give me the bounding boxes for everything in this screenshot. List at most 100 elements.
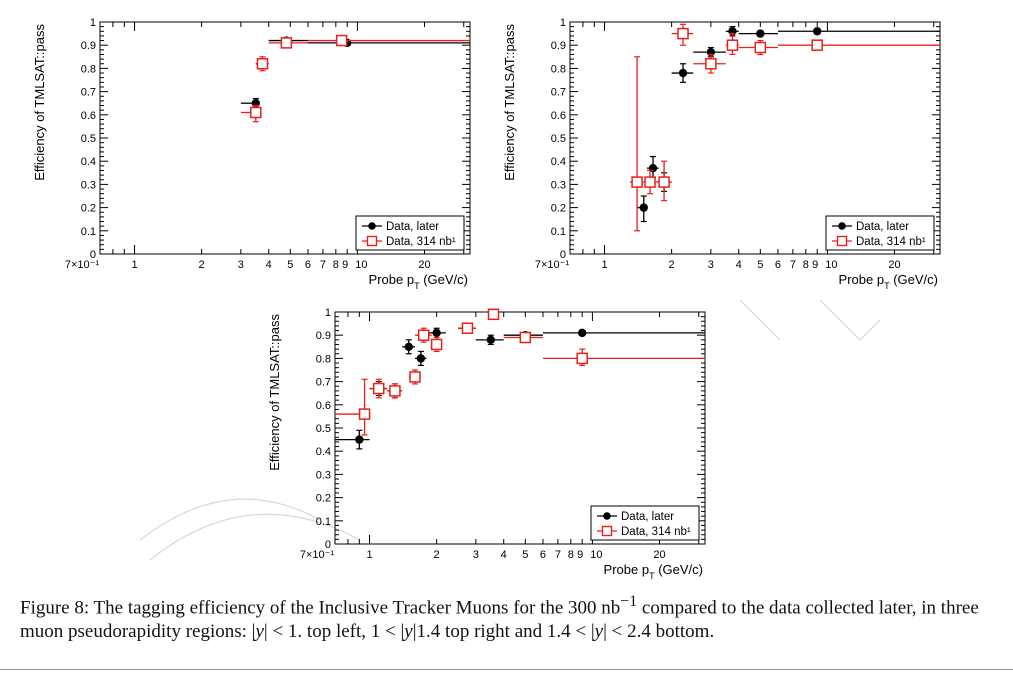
data-point-square xyxy=(358,408,371,420)
data-point-circle xyxy=(355,435,364,444)
caption-tail: compared to the data collected later, in… xyxy=(20,597,979,643)
x-tick-label: 7 xyxy=(790,259,796,271)
data-point-square xyxy=(658,176,670,188)
y-tick-label: 0.7 xyxy=(551,87,566,99)
y-tick-label: 0.2 xyxy=(316,493,331,505)
x-tick-label: 1 xyxy=(601,259,607,271)
caption-var-2: y xyxy=(404,621,413,643)
y-axis-title: Efficiency of TMLSAT::pass xyxy=(502,24,517,181)
y-tick-label: 0.3 xyxy=(551,179,566,191)
y-tick-label: 0.9 xyxy=(81,40,96,52)
data-point-square xyxy=(430,338,443,351)
y-tick-label: 0.9 xyxy=(316,330,331,342)
y-tick-label: 0.5 xyxy=(316,423,331,435)
y-tick-label: 0 xyxy=(90,249,96,261)
y-tick-label: 0 xyxy=(325,539,331,551)
legend-label: Data, later xyxy=(386,221,439,233)
plot-top-right: 0 0.1 0.2 0.3 0.4 0.5 0.6 0.7 0.8 0.9 1 7×10⁻¹ 1 2 3 4 5… xyxy=(470,0,950,300)
data-point-square xyxy=(461,322,474,334)
y-tick-label: 1 xyxy=(325,307,331,319)
x-tick-label: 2 xyxy=(434,549,440,561)
data-point-square xyxy=(811,39,823,51)
data-point-square xyxy=(280,37,293,49)
y-tick-label: 0.8 xyxy=(551,63,566,75)
data-point-square xyxy=(726,39,739,51)
series-data-later xyxy=(240,36,470,109)
data-point-circle xyxy=(678,68,688,78)
x-axis-title: Probe pT (GeV/c) xyxy=(604,562,703,581)
data-point-square xyxy=(409,371,421,383)
caption-tail3: |1.4 top right and 1.4 < | xyxy=(412,621,595,643)
x-tick-label: 8 xyxy=(333,259,339,271)
data-point-square xyxy=(256,58,269,70)
x-tick-label: 8 xyxy=(568,549,574,561)
x-tick-label: 7×10⁻¹ xyxy=(535,259,570,271)
x-tick-label: 7×10⁻¹ xyxy=(65,259,100,271)
plot-bottom-svg: 0 0.1 0.2 0.3 0.4 0.5 0.6 0.7 0.8 0.9 1 7×10⁻¹ 1 2 3 4 5… xyxy=(267,307,706,581)
y-tick-label: 1 xyxy=(90,17,96,29)
y-tick-label: 0.8 xyxy=(316,353,331,365)
x-tick-label: 1 xyxy=(131,259,137,271)
y-tick-label: 0.1 xyxy=(81,226,96,238)
caption-tail2: | < 1. top left, 1 < | xyxy=(263,621,405,643)
x-tick-label: 5 xyxy=(287,259,293,271)
x-tick-label: 4 xyxy=(266,259,272,271)
plot-top-left-svg: 0 0.1 0.2 0.3 0.4 0.5 0.6 0.7 0.8 0.9 1 7×10⁻¹ 1 2 3 4 5… xyxy=(32,17,471,291)
x-axis-title: Probe pT (GeV/c) xyxy=(839,272,938,291)
y-tick-label: 0.4 xyxy=(81,156,96,168)
y-tick-label: 0.5 xyxy=(551,133,566,145)
x-tick-label: 2 xyxy=(669,259,675,271)
x-tick-label: 9 xyxy=(577,549,583,561)
legend-marker-square xyxy=(366,235,378,247)
y-tick-label: 0 xyxy=(560,249,566,261)
figure-caption: Figure 8: The tagging efficiency of the … xyxy=(20,590,990,644)
x-tick-label: 5 xyxy=(522,549,528,561)
data-point-square xyxy=(389,385,401,397)
x-tick-label: 6 xyxy=(305,259,311,271)
legend: Data, later Data, 314 nb¹ xyxy=(825,215,935,251)
legend-marker-circle xyxy=(603,512,611,520)
data-point-square xyxy=(373,382,385,395)
data-point-square xyxy=(487,308,500,321)
data-point-square xyxy=(705,58,717,70)
y-tick-label: 0.7 xyxy=(81,87,96,99)
y-tick-label: 0.9 xyxy=(551,40,566,52)
x-tick-label: 7 xyxy=(320,259,326,271)
x-tick-label: 7×10⁻¹ xyxy=(300,549,335,561)
legend-marker-square xyxy=(601,525,613,537)
x-tick-label: 9 xyxy=(342,259,348,271)
data-point-square xyxy=(677,27,689,40)
series-data-314nb xyxy=(240,34,470,123)
data-point-square xyxy=(631,176,643,188)
x-tick-label: 9 xyxy=(812,259,818,271)
x-tick-label: 6 xyxy=(775,259,781,271)
y-tick-label: 0.6 xyxy=(81,110,96,122)
x-axis-title: Probe pT (GeV/c) xyxy=(369,272,468,291)
legend-label: Data, 314 nb¹ xyxy=(386,236,456,248)
series-data-later xyxy=(637,26,940,223)
y-axis-title: Efficiency of TMLSAT::pass xyxy=(32,24,47,181)
x-tick-label: 4 xyxy=(501,549,507,561)
series-data-314nb xyxy=(629,23,940,232)
data-point-square xyxy=(576,352,588,365)
legend: Data, later Data, 314 nb¹ xyxy=(590,505,700,541)
data-point-circle xyxy=(404,342,413,351)
x-tick-label: 10 xyxy=(590,549,602,561)
data-point-square xyxy=(754,41,767,54)
caption-var-3: y xyxy=(594,621,604,643)
x-tick-label: 7 xyxy=(555,549,561,561)
plot-bottom: 0 0.1 0.2 0.3 0.4 0.5 0.6 0.7 0.8 0.9 1 7×10⁻¹ 1 2 3 4 5… xyxy=(235,290,715,590)
y-tick-label: 0.1 xyxy=(316,516,331,528)
data-point-circle xyxy=(486,335,495,345)
caption-var-1: y xyxy=(255,621,264,643)
data-point-circle xyxy=(813,27,822,36)
legend-marker-circle xyxy=(368,222,376,230)
y-tick-label: 0.3 xyxy=(81,179,96,191)
data-point-square xyxy=(519,331,532,344)
legend-label: Data, 314 nb¹ xyxy=(856,236,926,248)
x-tick-label: 20 xyxy=(888,259,900,271)
x-tick-label: 4 xyxy=(736,259,742,271)
series-data-314nb xyxy=(335,308,705,436)
y-tick-label: 0.3 xyxy=(316,469,331,481)
